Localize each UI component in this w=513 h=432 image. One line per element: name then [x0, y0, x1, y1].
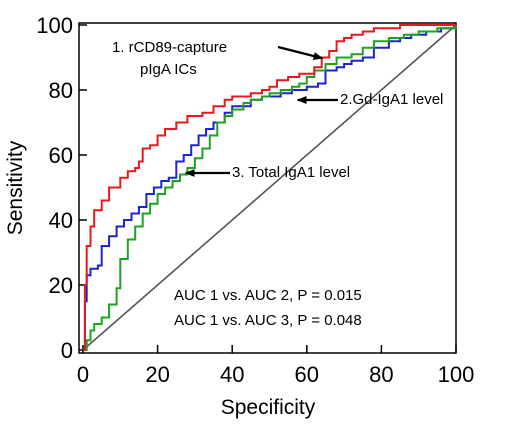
x-tick-label: 0 [77, 362, 89, 387]
y-tick-label: 60 [49, 143, 73, 168]
x-tick-label: 20 [145, 362, 169, 387]
annotations: 1. rCD89-capture pIgA ICs 2.Gd-IgA1 level 3… [112, 39, 443, 181]
x-tick-label: 80 [369, 362, 393, 387]
y-tick-label: 80 [49, 78, 73, 103]
annotation-label-2: 2.Gd-IgA1 level [340, 91, 443, 108]
annotation-label-1b: pIgA ICs [140, 61, 197, 78]
x-tick-label: 100 [438, 362, 475, 387]
reference-line [82, 24, 457, 351]
stat-line: AUC 1 vs. AUC 2, P = 0.015 [174, 287, 362, 304]
reference-diagonal [82, 24, 457, 351]
y-axis-title: Sensitivity [4, 140, 27, 235]
y-tick-label: 100 [36, 13, 73, 38]
stats-text: AUC 1 vs. AUC 2, P = 0.015 AUC 1 vs. AUC … [174, 287, 362, 329]
roc-series-line-3 [83, 25, 457, 351]
annotation-label-1: 1. rCD89-capture [112, 39, 227, 56]
annotation-label-3: 3. Total IgA1 level [232, 164, 350, 181]
x-tick-label: 60 [295, 362, 319, 387]
roc-series [83, 24, 457, 351]
annotation-arrow-1 [277, 45, 324, 60]
y-tick-label: 0 [61, 338, 73, 363]
stat-line: AUC 1 vs. AUC 3, P = 0.048 [174, 312, 362, 329]
x-tick-label: 40 [220, 362, 244, 387]
y-tick-label: 40 [49, 208, 73, 233]
axis-ticks: 0 20 40 60 80 100 0 20 40 60 80 100 [36, 13, 474, 387]
x-axis-title: Specificity [221, 396, 316, 419]
roc-series-line-1 [83, 24, 456, 351]
plot-frame [78, 22, 457, 354]
y-tick-label: 20 [49, 273, 73, 298]
